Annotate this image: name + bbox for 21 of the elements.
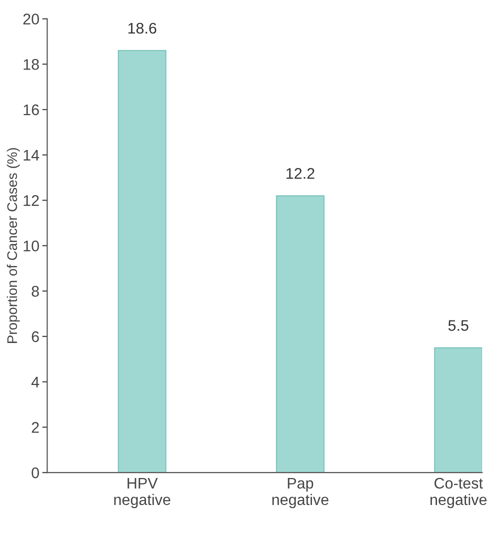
y-tick-label: 10 — [24, 240, 39, 252]
y-tick-label: 6 — [32, 331, 39, 342]
y-tick-label: 14 — [24, 150, 40, 160]
y-tick-label: 0 — [32, 467, 39, 478]
bar — [434, 347, 482, 473]
y-axis-title: Proportion of Cancer Cases (%) — [6, 148, 20, 343]
x-tick-label: Pap negative — [272, 478, 328, 508]
y-tick-label: 2 — [32, 422, 39, 433]
x-tick-label: Co-test negative — [430, 478, 487, 508]
y-tick-label: 12 — [24, 195, 39, 206]
data-label: 12.2 — [286, 168, 314, 179]
x-tick-label: HPV negative — [114, 478, 170, 508]
data-label: 5.5 — [448, 320, 468, 331]
bar — [276, 195, 325, 473]
y-tick-label: 18 — [24, 59, 39, 70]
bar — [118, 50, 166, 473]
y-tick-label: 20 — [23, 14, 39, 24]
y-tick-label: 16 — [24, 104, 39, 116]
y-tick-label: 4 — [31, 376, 40, 388]
data-label: 18.6 — [128, 22, 156, 34]
y-tick-label: 8 — [32, 286, 39, 297]
